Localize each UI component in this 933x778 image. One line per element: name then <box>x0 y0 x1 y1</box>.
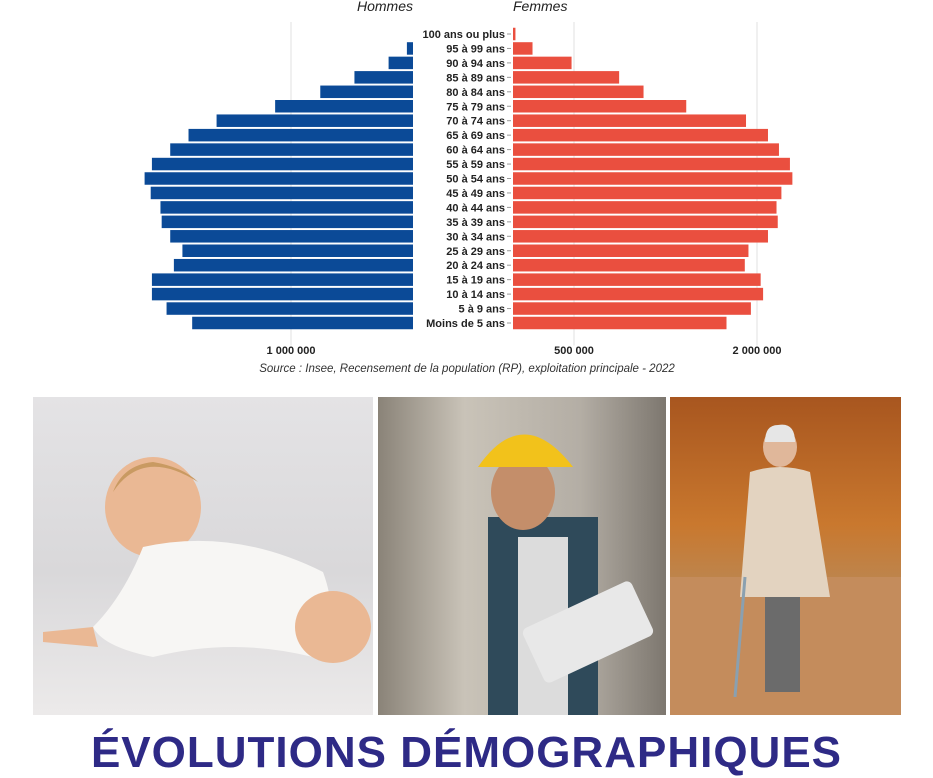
bar-hommes <box>151 157 414 171</box>
left-series-label: Hommes <box>357 0 413 14</box>
bar-femmes <box>513 27 516 41</box>
bar-femmes <box>513 302 751 315</box>
category-label: Moins de 5 ans <box>426 318 505 330</box>
category-label: 30 à 34 ans <box>446 231 505 243</box>
category-label: 70 à 74 ans <box>446 116 505 128</box>
category-label: 45 à 49 ans <box>446 188 505 200</box>
chart-source: Source : Insee, Recensement de la popula… <box>259 363 675 375</box>
x-tick-label: 500 000 <box>554 345 594 357</box>
bar-femmes <box>513 201 777 214</box>
category-label: 90 à 94 ans <box>446 58 505 70</box>
category-label: 5 à 9 ans <box>459 304 505 316</box>
category-label: 100 ans ou plus <box>422 29 505 41</box>
bar-femmes <box>513 316 727 330</box>
x-tick-label: 2 000 000 <box>733 345 782 357</box>
bar-hommes <box>173 258 413 272</box>
category-label: 10 à 14 ans <box>446 289 505 301</box>
bar-femmes <box>513 100 687 113</box>
bar-hommes <box>182 244 413 257</box>
bar-hommes <box>320 85 413 99</box>
bar-hommes <box>160 201 413 214</box>
bar-hommes <box>161 215 413 229</box>
category-label: 40 à 44 ans <box>446 202 505 214</box>
bar-femmes <box>513 186 782 200</box>
bar-hommes <box>406 42 413 55</box>
bar-femmes <box>513 215 778 229</box>
category-label: 85 à 89 ans <box>446 72 505 84</box>
bar-femmes <box>513 287 764 301</box>
category-label: 50 à 54 ans <box>446 174 505 186</box>
bar-hommes <box>192 316 413 330</box>
x-tick-label: 1 000 000 <box>267 345 316 357</box>
bar-femmes <box>513 42 533 55</box>
category-label: 25 à 29 ans <box>446 246 505 258</box>
bar-femmes <box>513 157 790 171</box>
category-label: 20 à 24 ans <box>446 260 505 272</box>
category-label: 95 à 99 ans <box>446 43 505 55</box>
bar-femmes <box>513 143 779 156</box>
photo-baby <box>33 397 373 715</box>
category-label: 65 à 69 ans <box>446 130 505 142</box>
bar-hommes <box>151 273 414 286</box>
population-pyramid-chart: 100 ans ou plus 95 à 99 ans 90 à 94 ans 85 … <box>144 0 793 375</box>
bar-femmes <box>513 71 620 84</box>
bar-hommes <box>188 128 413 142</box>
bar-hommes <box>150 186 413 200</box>
bar-femmes <box>513 56 572 70</box>
bar-hommes <box>151 287 414 301</box>
bar-hommes <box>388 56 413 70</box>
bar-hommes <box>354 71 413 84</box>
category-label: 35 à 39 ans <box>446 217 505 229</box>
photo-elderly-woman <box>670 397 901 715</box>
bar-femmes <box>513 230 768 243</box>
bar-femmes <box>513 128 768 142</box>
bar-femmes <box>513 258 745 272</box>
headline: ÉVOLUTIONS DÉMOGRAPHIQUES <box>90 728 843 777</box>
category-label: 80 à 84 ans <box>446 87 505 99</box>
photo-construction-worker <box>378 397 666 715</box>
category-label: 60 à 64 ans <box>446 145 505 157</box>
right-series-label: Femmes <box>513 0 567 14</box>
bar-femmes <box>513 273 761 286</box>
bar-hommes <box>144 172 413 185</box>
bar-hommes <box>170 143 413 156</box>
category-label: 75 à 79 ans <box>446 101 505 113</box>
bar-femmes <box>513 244 749 257</box>
bar-hommes <box>166 302 413 315</box>
category-label: 55 à 59 ans <box>446 159 505 171</box>
bar-hommes <box>216 114 413 127</box>
bar-hommes <box>275 100 413 113</box>
bar-femmes <box>513 172 793 185</box>
bar-hommes <box>170 230 413 243</box>
bar-femmes <box>513 114 747 127</box>
bar-femmes <box>513 85 644 99</box>
category-label: 15 à 19 ans <box>446 275 505 287</box>
